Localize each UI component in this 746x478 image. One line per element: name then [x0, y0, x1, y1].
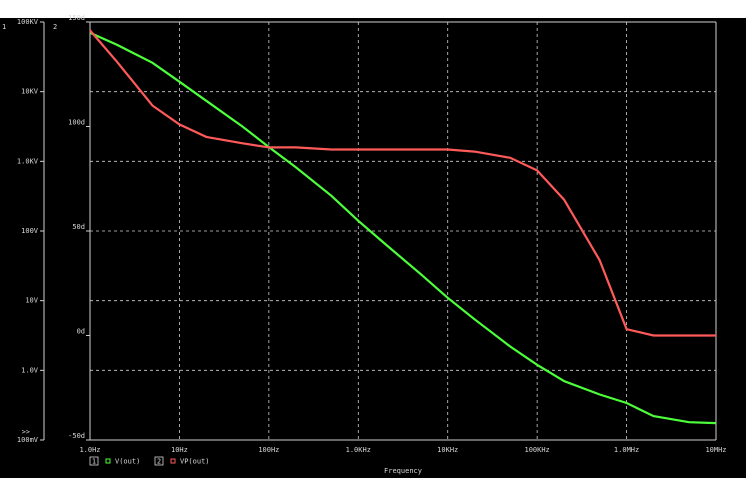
axis-number: 1 [2, 23, 6, 31]
y-tick-label: 10V [25, 297, 38, 305]
y-tick-label: 100mV [17, 436, 39, 444]
axis-number: 2 [53, 23, 57, 31]
series-line [89, 29, 716, 337]
y2-tick-label: 0d [77, 328, 85, 336]
y2-tick-label: 50d [72, 223, 85, 231]
x-axis-label: Frequency [384, 467, 422, 475]
x-tick-label: 1.0Hz [79, 446, 100, 454]
x-tick-label: 1.0MHz [614, 446, 639, 454]
top-strip [0, 0, 746, 18]
legend-label: V(out) [115, 458, 140, 466]
legend-number: 1 [92, 458, 96, 466]
legend-swatch [170, 458, 176, 464]
legend-box [154, 456, 164, 466]
scroll-mark: >> [22, 428, 30, 436]
legend-number: 2 [157, 458, 161, 466]
x-tick-label: 1.0KHz [346, 446, 371, 454]
y-tick-label: 1.0V [21, 366, 39, 374]
y-tick-label: 100KV [17, 18, 39, 26]
y-tick-label: 1.0KV [17, 157, 39, 165]
x-tick-label: 10Hz [171, 446, 188, 454]
y-tick-label: 100V [21, 227, 39, 235]
legend-swatch [105, 458, 111, 464]
x-tick-label: 10KHz [437, 446, 458, 454]
y2-tick-label: -50d [68, 432, 85, 440]
y-tick-label: 10KV [21, 88, 39, 96]
y2-tick-label: 150d [68, 14, 85, 22]
series-line [89, 31, 717, 425]
x-tick-label: 100KHz [524, 446, 549, 454]
legend-box [89, 456, 99, 466]
x-tick-label: 100Hz [258, 446, 279, 454]
y2-tick-label: 100d [68, 119, 85, 127]
legend-label: VP(out) [180, 458, 210, 466]
x-tick-label: 10MHz [705, 446, 726, 454]
